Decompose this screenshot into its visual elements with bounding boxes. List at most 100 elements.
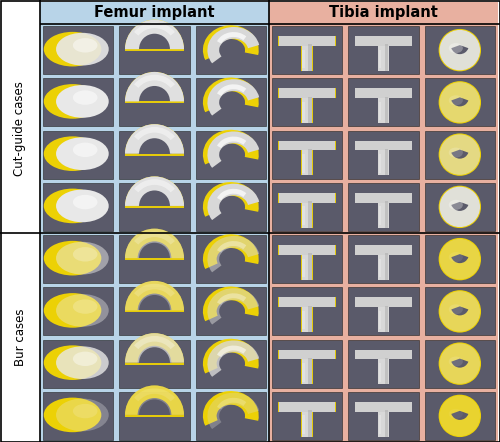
Bar bbox=[384, 253, 388, 280]
Bar bbox=[308, 410, 312, 437]
Wedge shape bbox=[134, 336, 175, 349]
Bar bbox=[125, 363, 184, 365]
Bar bbox=[378, 253, 389, 280]
Bar bbox=[378, 201, 389, 228]
Bar bbox=[308, 305, 312, 332]
Wedge shape bbox=[125, 281, 184, 310]
Wedge shape bbox=[125, 19, 184, 49]
Ellipse shape bbox=[440, 239, 480, 279]
Ellipse shape bbox=[44, 32, 102, 66]
Ellipse shape bbox=[448, 95, 463, 105]
Bar bbox=[379, 415, 382, 434]
Text: Tibia implant: Tibia implant bbox=[329, 5, 438, 20]
Text: Femur implant: Femur implant bbox=[94, 5, 215, 20]
Bar bbox=[378, 149, 389, 175]
Ellipse shape bbox=[73, 404, 98, 418]
Bar bbox=[279, 141, 336, 150]
Ellipse shape bbox=[438, 395, 481, 437]
Text: Cut-guide cases: Cut-guide cases bbox=[14, 81, 26, 176]
Wedge shape bbox=[125, 385, 184, 415]
Wedge shape bbox=[125, 124, 184, 154]
Bar bbox=[378, 358, 389, 384]
Bar bbox=[302, 363, 305, 381]
Ellipse shape bbox=[448, 357, 463, 367]
Bar bbox=[196, 235, 266, 283]
Bar bbox=[125, 101, 184, 103]
Bar bbox=[120, 183, 190, 231]
Bar bbox=[302, 311, 305, 329]
Bar bbox=[308, 44, 312, 71]
Bar bbox=[379, 311, 382, 329]
Bar bbox=[125, 206, 184, 208]
Wedge shape bbox=[452, 254, 468, 263]
Wedge shape bbox=[134, 23, 175, 36]
Ellipse shape bbox=[56, 190, 108, 222]
Ellipse shape bbox=[448, 200, 463, 210]
Bar bbox=[356, 350, 412, 359]
Bar bbox=[379, 206, 382, 225]
Bar bbox=[196, 78, 266, 126]
Bar bbox=[196, 392, 266, 440]
Ellipse shape bbox=[56, 242, 108, 274]
Bar bbox=[120, 26, 190, 74]
Bar bbox=[378, 44, 390, 71]
Ellipse shape bbox=[440, 30, 480, 70]
Ellipse shape bbox=[448, 304, 463, 314]
Bar bbox=[348, 392, 418, 440]
Bar bbox=[279, 193, 336, 202]
Bar bbox=[302, 358, 312, 384]
Wedge shape bbox=[125, 385, 184, 415]
Ellipse shape bbox=[438, 81, 481, 124]
Bar bbox=[120, 78, 190, 126]
Bar bbox=[120, 339, 190, 388]
Ellipse shape bbox=[56, 33, 108, 65]
Bar bbox=[424, 78, 495, 126]
Bar bbox=[378, 305, 389, 332]
Bar bbox=[384, 358, 388, 384]
Bar bbox=[379, 363, 382, 381]
Bar bbox=[356, 88, 412, 98]
Bar bbox=[302, 305, 312, 332]
Bar bbox=[354, 88, 412, 98]
Bar bbox=[302, 410, 312, 437]
Ellipse shape bbox=[44, 84, 102, 119]
Bar bbox=[272, 78, 342, 126]
Bar bbox=[356, 36, 412, 46]
Ellipse shape bbox=[440, 396, 480, 436]
Bar bbox=[424, 26, 495, 74]
Bar bbox=[196, 130, 266, 179]
Bar bbox=[120, 235, 190, 283]
Ellipse shape bbox=[448, 409, 463, 419]
Wedge shape bbox=[134, 127, 175, 140]
Bar bbox=[302, 154, 305, 173]
Wedge shape bbox=[125, 176, 184, 206]
Ellipse shape bbox=[73, 90, 98, 105]
Bar bbox=[384, 44, 388, 71]
Bar bbox=[308, 201, 312, 228]
Bar bbox=[272, 339, 342, 388]
Bar bbox=[40, 2, 269, 442]
Ellipse shape bbox=[56, 294, 108, 327]
Wedge shape bbox=[125, 281, 184, 310]
Bar bbox=[0, 233, 40, 442]
Bar bbox=[378, 410, 390, 437]
Wedge shape bbox=[125, 72, 184, 101]
Bar bbox=[302, 149, 312, 175]
Bar bbox=[279, 402, 336, 412]
Bar bbox=[424, 130, 495, 179]
Ellipse shape bbox=[73, 143, 98, 157]
Bar bbox=[348, 183, 418, 231]
Bar bbox=[278, 245, 336, 255]
Ellipse shape bbox=[438, 29, 481, 71]
Bar bbox=[378, 149, 390, 175]
Bar bbox=[308, 149, 312, 175]
Ellipse shape bbox=[73, 351, 98, 366]
Ellipse shape bbox=[438, 290, 481, 332]
Bar bbox=[384, 410, 388, 437]
Ellipse shape bbox=[440, 343, 480, 384]
Wedge shape bbox=[134, 179, 175, 192]
Ellipse shape bbox=[448, 43, 463, 53]
Bar bbox=[424, 392, 495, 440]
Bar bbox=[424, 235, 495, 283]
Bar bbox=[384, 97, 388, 123]
